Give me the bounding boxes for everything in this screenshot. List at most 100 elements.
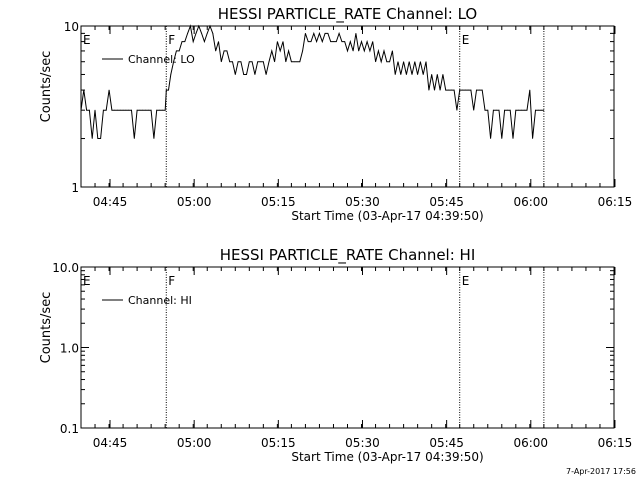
plot-frame xyxy=(80,266,615,429)
data-point xyxy=(406,74,407,75)
data-point xyxy=(349,41,351,43)
data-point xyxy=(122,109,124,111)
data-point xyxy=(537,109,539,111)
x-tick-label: 05:15 xyxy=(261,436,296,450)
event-marker-label: E xyxy=(462,274,470,288)
data-point xyxy=(117,109,118,111)
data-point xyxy=(335,41,337,43)
data-point xyxy=(156,109,158,111)
data-point xyxy=(234,74,236,75)
data-point xyxy=(397,61,399,63)
data-point xyxy=(330,41,332,43)
panel-hi: HESSI PARTICLE_RATE Channel: HI 0.1 1.0 10.… xyxy=(39,246,632,464)
data-point xyxy=(240,61,242,63)
data-point xyxy=(187,32,189,34)
data-point xyxy=(276,41,278,43)
y-tick-label: 1.0 xyxy=(60,342,79,356)
y-tick-label: 0.1 xyxy=(60,422,79,436)
data-point xyxy=(173,61,174,63)
data-point xyxy=(448,89,449,91)
data-point xyxy=(248,61,250,63)
data-point xyxy=(86,109,88,111)
data-point xyxy=(341,41,343,43)
data-point xyxy=(344,41,346,43)
x-axis-label: Start Time (03-Apr-17 04:39:50) xyxy=(291,450,483,464)
data-point xyxy=(327,32,329,34)
data-point xyxy=(195,32,197,34)
data-point xyxy=(198,25,200,27)
data-point xyxy=(184,41,186,43)
data-point xyxy=(526,109,528,111)
data-point xyxy=(246,74,247,75)
data-point xyxy=(139,109,141,111)
data-point xyxy=(220,61,222,63)
event-marker-label: E xyxy=(462,33,470,47)
legend-label: Channel: LO xyxy=(128,53,195,66)
data-point xyxy=(170,74,172,75)
data-point xyxy=(119,109,121,111)
data-point xyxy=(165,89,167,91)
data-point xyxy=(103,109,104,111)
data-point xyxy=(150,109,152,111)
data-point xyxy=(408,61,410,63)
data-point xyxy=(428,89,430,91)
data-point xyxy=(302,50,304,52)
data-point xyxy=(504,109,505,111)
data-point xyxy=(296,61,298,63)
data-point xyxy=(532,138,534,139)
data-point xyxy=(375,61,376,63)
data-point xyxy=(450,89,452,91)
data-point xyxy=(389,61,390,63)
data-point xyxy=(535,109,536,111)
data-point xyxy=(316,41,318,43)
x-tick-label: 05:00 xyxy=(177,436,212,450)
data-point xyxy=(487,109,489,111)
data-point xyxy=(459,89,461,91)
data-point xyxy=(422,74,424,75)
x-tick-label: 05:45 xyxy=(429,195,464,209)
data-point xyxy=(161,109,163,111)
data-point xyxy=(310,41,312,43)
data-point xyxy=(305,32,306,34)
data-point xyxy=(229,61,231,63)
data-point xyxy=(206,32,208,34)
data-point xyxy=(168,89,169,91)
data-point xyxy=(380,61,382,63)
chart-title: HESSI PARTICLE_RATE Channel: HI xyxy=(220,246,476,265)
data-point xyxy=(178,50,180,52)
data-point xyxy=(518,109,520,111)
x-tick-label: 05:30 xyxy=(345,436,380,450)
data-point xyxy=(279,50,281,52)
x-tick-label: 06:00 xyxy=(513,436,548,450)
data-point xyxy=(445,89,447,91)
x-tick-label: 06:00 xyxy=(513,195,548,209)
x-tick-label: 05:00 xyxy=(177,195,212,209)
data-point xyxy=(467,89,469,91)
data-point xyxy=(372,41,374,43)
data-point xyxy=(153,138,155,139)
data-point xyxy=(190,25,191,27)
data-point xyxy=(105,109,107,111)
data-point xyxy=(481,89,483,91)
data-point xyxy=(262,61,264,63)
y-axis-label: Counts/sec xyxy=(39,292,54,364)
data-point xyxy=(369,50,371,52)
event-marker-label: F xyxy=(168,274,175,288)
data-point xyxy=(417,74,419,75)
data-point xyxy=(237,61,239,63)
data-point xyxy=(212,32,214,34)
data-point xyxy=(377,50,379,52)
data-point xyxy=(509,109,511,111)
data-point xyxy=(254,74,256,75)
data-point xyxy=(128,109,130,111)
data-point xyxy=(319,32,320,34)
data-point xyxy=(383,50,385,52)
data-point xyxy=(91,138,93,139)
data-point xyxy=(470,89,472,91)
data-point xyxy=(414,61,416,63)
data-point xyxy=(478,89,480,91)
data-point xyxy=(523,109,525,111)
data-point xyxy=(521,109,522,111)
data-point xyxy=(80,109,82,111)
data-point xyxy=(403,61,405,63)
